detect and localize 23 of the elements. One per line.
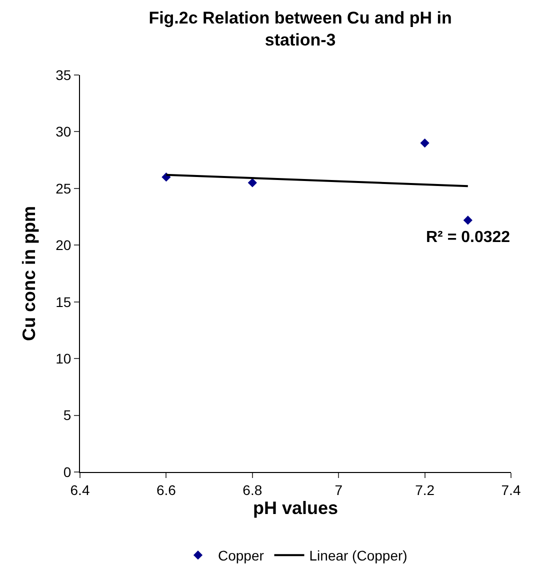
y-tick-label: 15 [56, 294, 72, 310]
legend-label: Linear (Copper) [309, 548, 408, 564]
x-axis-title: pH values [252, 498, 338, 518]
y-tick-label: 10 [56, 350, 72, 366]
x-tick-label: 7 [334, 482, 343, 498]
y-tick-label: 35 [56, 66, 72, 83]
x-tick-label: 7.2 [415, 482, 435, 498]
x-tick-label: 6.6 [156, 482, 176, 498]
point [463, 216, 472, 225]
y-tick-label: 25 [56, 180, 72, 196]
y-tick-label: 5 [63, 407, 72, 424]
x-tick-label: 7.4 [501, 482, 521, 498]
legend-label: Copper [218, 548, 264, 564]
point [420, 138, 430, 148]
x-tick-label: 6.8 [242, 482, 262, 498]
chart-title: Fig.2c Relation between Cu and pH in station-3 [148, 8, 452, 50]
y-tick-label: 20 [56, 237, 72, 254]
annotation: R² = 0.0322 [426, 229, 510, 246]
y-axis-title: Cu conc in ppm [18, 206, 39, 341]
y-tick-label: 0 [63, 464, 72, 480]
x-tick-label: 6.4 [70, 482, 90, 498]
y-tick-label: 30 [56, 124, 72, 140]
point [248, 178, 257, 188]
